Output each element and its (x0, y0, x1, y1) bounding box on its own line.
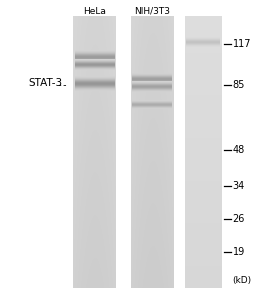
Text: 85: 85 (233, 80, 245, 91)
Text: --: -- (56, 80, 68, 90)
Text: 26: 26 (233, 214, 245, 224)
Text: 48: 48 (233, 145, 245, 155)
Text: STAT-3: STAT-3 (29, 78, 63, 88)
Text: NIH/3T3: NIH/3T3 (134, 7, 170, 16)
Text: 34: 34 (233, 181, 245, 191)
Text: HeLa: HeLa (83, 7, 106, 16)
Text: (kD): (kD) (233, 276, 252, 285)
Text: 19: 19 (233, 247, 245, 257)
Text: 117: 117 (233, 39, 251, 50)
